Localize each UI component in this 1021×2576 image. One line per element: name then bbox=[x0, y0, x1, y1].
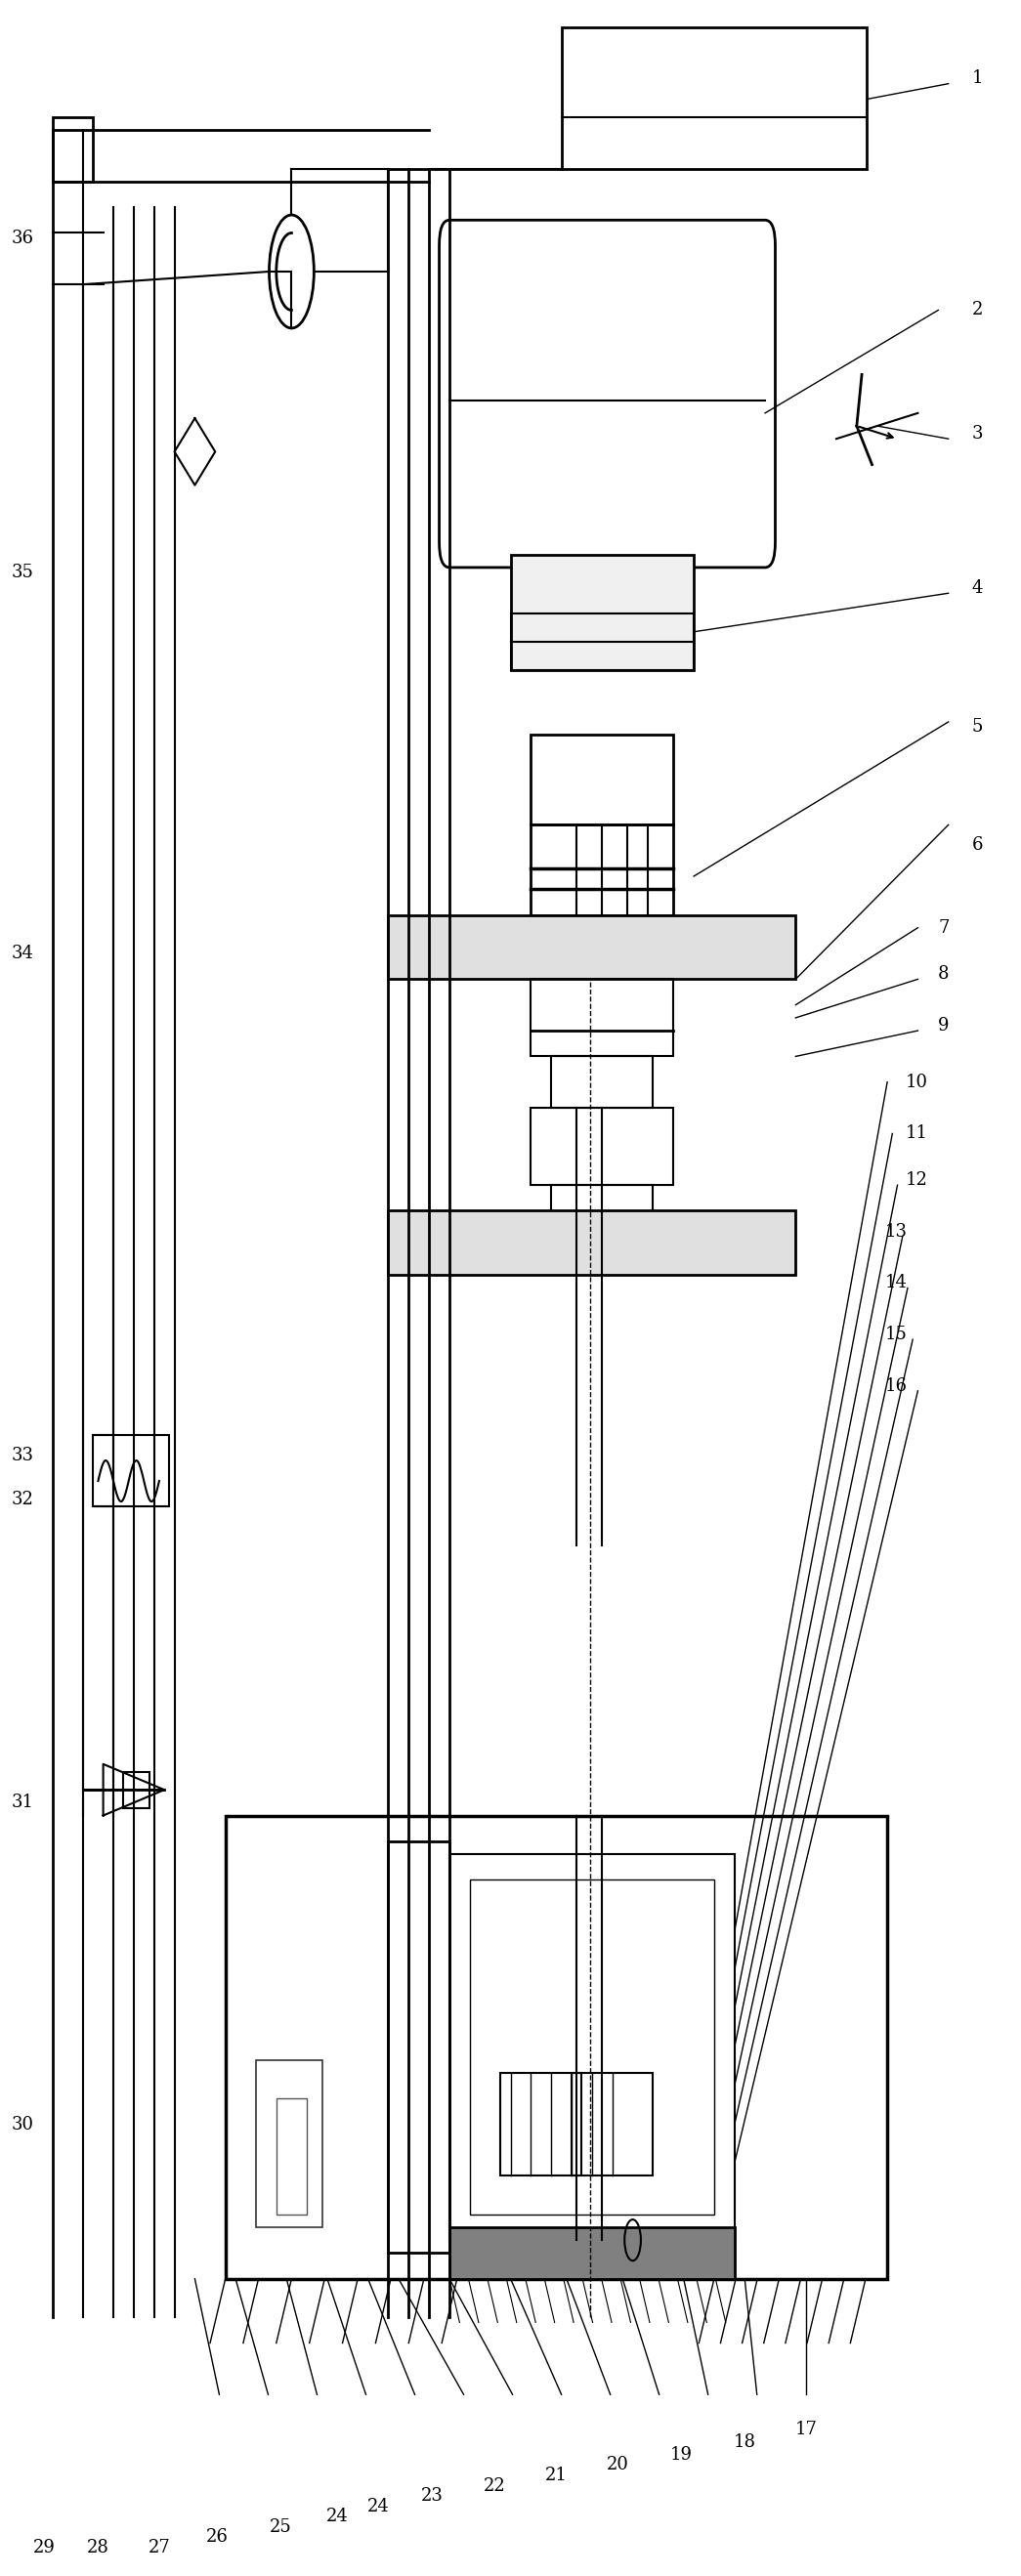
Text: 22: 22 bbox=[483, 2478, 505, 2494]
Text: 12: 12 bbox=[906, 1172, 928, 1188]
Text: 4: 4 bbox=[972, 580, 983, 598]
Bar bbox=[510, 554, 694, 670]
Text: 13: 13 bbox=[885, 1224, 908, 1239]
Text: 25: 25 bbox=[270, 2517, 291, 2535]
Text: 21: 21 bbox=[545, 2468, 568, 2483]
Bar bbox=[124, 1772, 149, 1808]
Bar bbox=[226, 1816, 887, 2280]
Text: 26: 26 bbox=[206, 2527, 229, 2545]
Text: 35: 35 bbox=[11, 564, 34, 582]
Text: 23: 23 bbox=[421, 2488, 443, 2504]
Bar bbox=[551, 1056, 653, 1108]
Bar bbox=[531, 1108, 674, 1185]
Bar bbox=[562, 28, 867, 167]
Text: 1: 1 bbox=[972, 70, 983, 88]
Text: 24: 24 bbox=[327, 2509, 348, 2524]
Bar bbox=[531, 979, 674, 1056]
Text: 8: 8 bbox=[938, 966, 950, 984]
Text: 33: 33 bbox=[11, 1448, 34, 1463]
Text: 32: 32 bbox=[11, 1492, 34, 1507]
Text: 27: 27 bbox=[148, 2537, 171, 2555]
Bar bbox=[388, 1211, 795, 1275]
Text: 17: 17 bbox=[794, 2421, 817, 2437]
Bar bbox=[256, 2061, 322, 2228]
Text: 34: 34 bbox=[11, 945, 34, 963]
Text: 5: 5 bbox=[972, 719, 983, 737]
Bar bbox=[500, 2074, 582, 2177]
Bar bbox=[52, 116, 93, 180]
Text: 30: 30 bbox=[11, 2115, 34, 2133]
Text: 16: 16 bbox=[885, 1378, 908, 1394]
Bar bbox=[510, 613, 694, 670]
Text: 28: 28 bbox=[87, 2537, 109, 2555]
Text: 24: 24 bbox=[367, 2499, 389, 2514]
Text: 7: 7 bbox=[938, 920, 950, 938]
Text: 36: 36 bbox=[11, 229, 34, 247]
Text: 3: 3 bbox=[972, 425, 983, 443]
Bar bbox=[531, 824, 674, 914]
Text: 14: 14 bbox=[885, 1275, 908, 1291]
Text: 2: 2 bbox=[972, 301, 983, 319]
Bar bbox=[531, 734, 674, 824]
Bar bbox=[449, 1855, 734, 2241]
Bar bbox=[449, 2228, 734, 2280]
Text: 18: 18 bbox=[733, 2434, 756, 2450]
Bar bbox=[388, 1842, 449, 2254]
Text: 9: 9 bbox=[938, 1018, 950, 1036]
Text: 11: 11 bbox=[906, 1126, 928, 1141]
Bar bbox=[572, 2074, 653, 2177]
Bar bbox=[388, 914, 795, 979]
Text: 29: 29 bbox=[33, 2537, 55, 2555]
Text: 10: 10 bbox=[906, 1074, 928, 1090]
Bar bbox=[551, 1185, 653, 1236]
Text: 19: 19 bbox=[671, 2447, 693, 2463]
Text: 15: 15 bbox=[885, 1327, 908, 1342]
Text: 31: 31 bbox=[11, 1793, 34, 1811]
Text: 6: 6 bbox=[972, 837, 983, 855]
Bar bbox=[277, 2099, 307, 2215]
Bar bbox=[470, 1880, 714, 2215]
Text: 20: 20 bbox=[606, 2458, 629, 2473]
Bar bbox=[93, 1435, 169, 1507]
